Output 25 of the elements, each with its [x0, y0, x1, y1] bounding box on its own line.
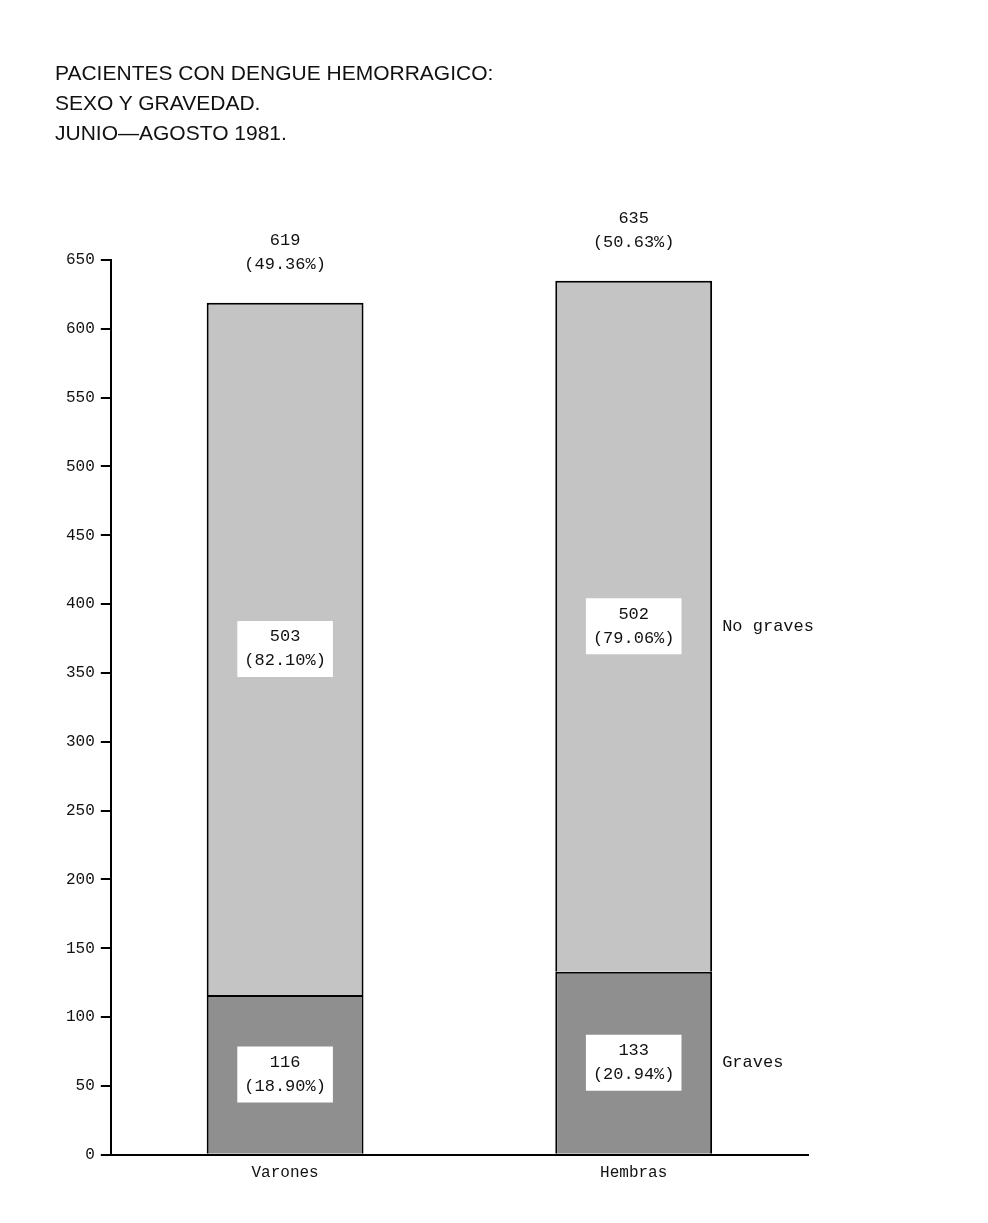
y-tick-label: 450 — [65, 526, 95, 545]
y-tick-label: 150 — [65, 939, 95, 958]
y-tick-label: 550 — [65, 388, 95, 407]
series-label: Graves — [722, 1053, 784, 1073]
y-tick-label: 350 — [65, 664, 95, 683]
y-tick-label: 500 — [65, 457, 95, 476]
data-label: 133 (20.94%) — [592, 1041, 675, 1085]
data-label: 502 (79.06%) — [592, 604, 675, 648]
y-tick-label: 0 — [85, 1146, 95, 1165]
y-tick-label: 250 — [65, 801, 95, 820]
data-label: 503 (82.10%) — [244, 627, 326, 671]
y-tick-label: 400 — [65, 595, 95, 614]
y-tick-label: 650 — [65, 251, 95, 270]
chart-title: PACIENTES CON DENGUE HEMORRAGICO: SEXO Y GRAVEDAD. JUNIO—AGOSTO 1981. — [55, 60, 494, 146]
total-label: 619 (49.36%) — [244, 231, 326, 275]
data-label: 116 (18.90%) — [244, 1052, 326, 1096]
x-tick-label: Hembras — [600, 1163, 668, 1182]
y-tick-label: 600 — [65, 320, 95, 339]
x-tick-label: Varones — [251, 1163, 319, 1182]
series-label: No graves — [722, 616, 814, 636]
total-label: 635 (50.63%) — [592, 209, 675, 253]
y-tick-label: 300 — [65, 733, 95, 752]
y-tick-label: 50 — [75, 1077, 95, 1096]
y-tick-label: 100 — [65, 1008, 95, 1027]
y-tick-label: 200 — [65, 870, 95, 889]
